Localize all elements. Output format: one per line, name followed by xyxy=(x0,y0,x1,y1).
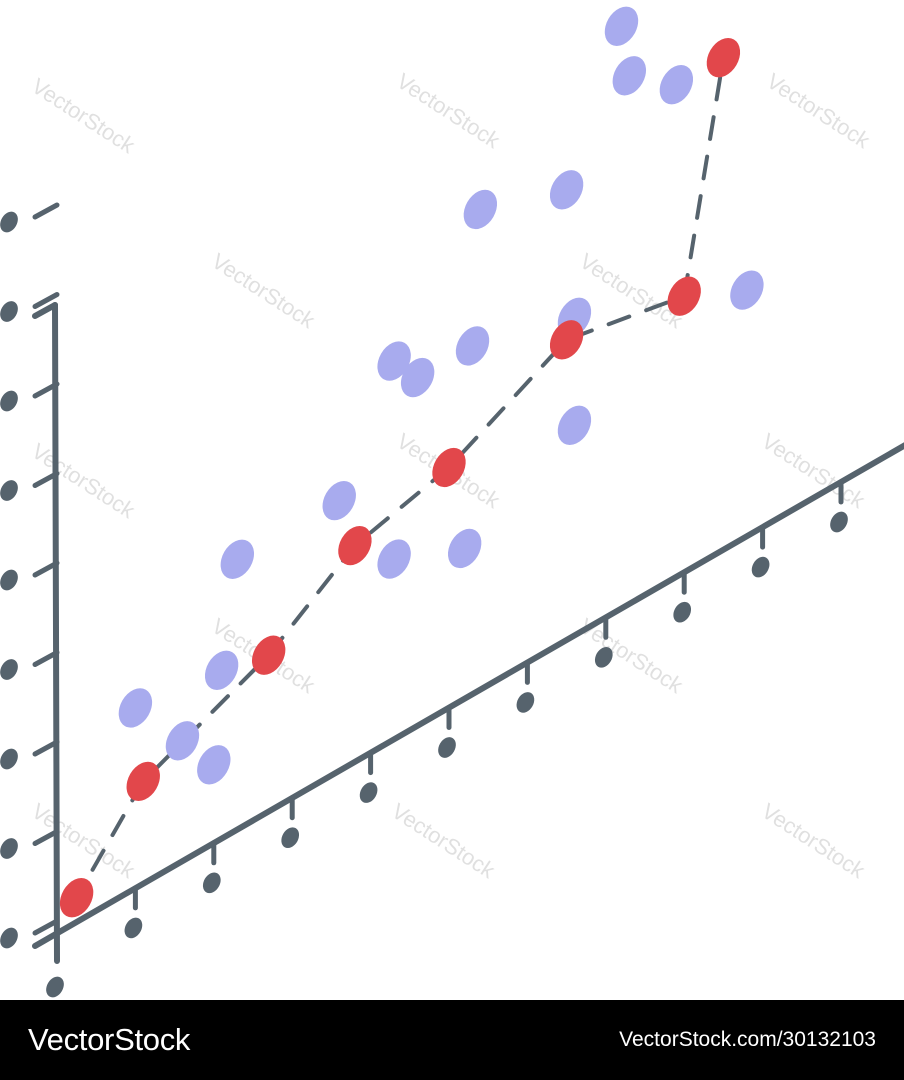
watermark-text: VectorStock xyxy=(207,248,320,333)
footer-image-id: VectorStock.com/30132103 xyxy=(619,1028,876,1051)
watermark-text: VectorStock xyxy=(392,68,505,153)
scatter-point xyxy=(377,341,411,381)
y-tick xyxy=(32,560,60,578)
scatter-point xyxy=(204,650,239,690)
y-axis-cap xyxy=(32,302,58,319)
isometric-scatter-chart: VectorStock VectorStock VectorStock VectorS… xyxy=(0,6,904,998)
x-tick-marker xyxy=(202,872,221,894)
y-tick xyxy=(32,918,60,936)
scatter-point xyxy=(447,528,482,569)
scatter-point xyxy=(659,65,694,105)
y-tick-marker xyxy=(0,748,18,770)
x-tick-marker xyxy=(281,827,300,849)
scatter-point xyxy=(463,189,498,230)
y-tick-marker xyxy=(0,211,18,233)
y-tick xyxy=(32,829,60,846)
y-tick-marker xyxy=(0,927,18,949)
y-tick-marker xyxy=(0,659,18,680)
y-tick xyxy=(32,381,60,399)
x-tick-marker xyxy=(438,737,456,758)
scatter-point xyxy=(220,539,255,579)
y-tick-marker xyxy=(0,838,18,859)
watermark-text: VectorStock xyxy=(27,73,140,158)
scatter-point xyxy=(612,56,647,96)
axes xyxy=(0,202,904,998)
x-tick-marker xyxy=(359,782,378,803)
y-tick-marker xyxy=(0,480,18,501)
scatter-point xyxy=(400,357,435,398)
scatter-point xyxy=(604,6,639,46)
watermark-text: VectorStock xyxy=(762,68,875,153)
scatter-point xyxy=(455,326,490,366)
trend-point xyxy=(251,635,286,675)
x-tick-marker xyxy=(830,511,848,533)
y-tick xyxy=(32,739,60,757)
trend-point xyxy=(432,447,466,488)
trend-point xyxy=(667,276,701,316)
footer-brand: VectorStock xyxy=(28,1022,191,1057)
scatter-point xyxy=(549,170,584,210)
y-tick-marker xyxy=(0,301,18,322)
y-tick xyxy=(32,650,60,667)
scatter-point xyxy=(197,745,231,785)
y-tick xyxy=(32,471,60,488)
watermark-text: VectorStock xyxy=(387,798,500,883)
y-axis-line xyxy=(52,302,60,964)
trend-point xyxy=(706,37,741,78)
scatter-point xyxy=(730,270,764,310)
x-tick-marker xyxy=(516,692,535,713)
x-tick-marker xyxy=(124,917,143,939)
scatter-point xyxy=(165,721,200,761)
x-tick-marker xyxy=(46,976,64,998)
trend-point xyxy=(338,525,372,566)
x-tick-marker xyxy=(594,646,613,668)
trend-points xyxy=(59,37,741,918)
x-tick-marker xyxy=(673,601,692,623)
trend-point xyxy=(126,761,160,802)
y-tick xyxy=(32,202,60,220)
x-tick-marker xyxy=(751,556,770,578)
trend-line xyxy=(74,55,726,899)
y-tick xyxy=(32,292,60,309)
y-tick-marker xyxy=(0,569,18,591)
x-axis-line xyxy=(32,442,904,949)
footer-bar: VectorStock VectorStock.com/30132103 xyxy=(0,1000,904,1080)
trend-point xyxy=(549,320,584,360)
scatter-point xyxy=(557,405,592,446)
chart-area: VectorStock VectorStock VectorStock VectorS… xyxy=(0,6,904,998)
trend-point xyxy=(59,878,94,918)
watermark-text: VectorStock xyxy=(757,798,870,883)
scatter-point xyxy=(322,480,356,521)
scatter-point xyxy=(118,688,153,728)
y-tick-marker xyxy=(0,390,18,412)
scatter-point xyxy=(377,539,411,579)
trend-line-path xyxy=(74,55,726,899)
